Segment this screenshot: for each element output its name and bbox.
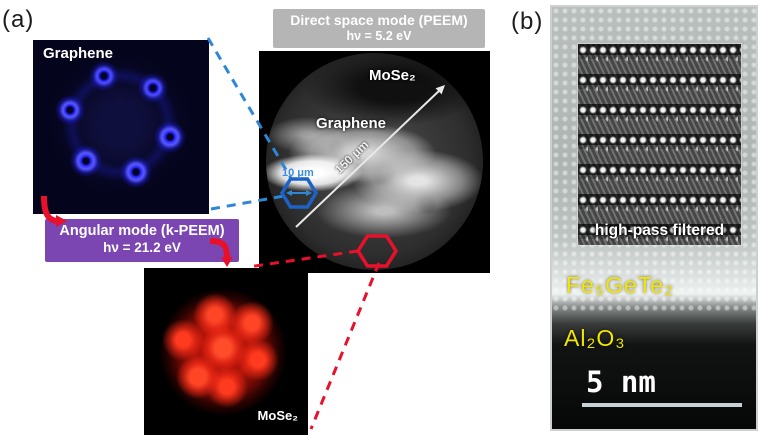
direct-mode-box: Direct space mode (PEEM) hν = 5.2 eV	[273, 9, 485, 48]
peem-direct-space-image: MoSe₂ Graphene	[259, 51, 490, 273]
graphene-kpeem-title: Graphene	[43, 45, 114, 62]
peem-mose2-label: MoSe₂	[369, 67, 416, 84]
peem-field-of-view	[266, 53, 483, 270]
tem-substrate-label: Al₂O₃	[564, 325, 626, 351]
mose2-kpeem-image: MoSe₂	[144, 268, 308, 435]
peem-graphene-label: Graphene	[316, 115, 387, 132]
angular-mode-title: Angular mode (k-PEEM)	[59, 223, 225, 239]
tem-scalebar-label: 5 nm	[586, 365, 656, 399]
tem-inset-label: high-pass filtered	[594, 222, 725, 239]
panel-b-label: (b)	[511, 8, 544, 35]
tem-scalebar-line	[582, 403, 742, 407]
tem-highpass-inset: high-pass filtered	[577, 43, 742, 246]
angular-mode-energy: hν = 21.2 eV	[103, 240, 181, 255]
graphene-kpeem-image: Graphene	[33, 40, 209, 214]
angular-mode-box: Angular mode (k-PEEM) hν = 21.2 eV	[45, 219, 239, 262]
mose2-kpeem-label: MoSe₂	[257, 408, 298, 423]
direct-mode-title: Direct space mode (PEEM)	[290, 12, 468, 28]
tem-cross-section-image: high-pass filtered Fe₅GeTe₂ Al₂O₃ 5 nm	[550, 5, 758, 431]
red-dashed-connector-right	[309, 262, 381, 430]
tem-film-label: Fe₅GeTe₂	[566, 272, 675, 298]
direct-mode-energy: hν = 5.2 eV	[346, 29, 412, 43]
panel-a-label: (a)	[2, 6, 35, 33]
roi-scale-label: 10 μm	[282, 167, 314, 179]
